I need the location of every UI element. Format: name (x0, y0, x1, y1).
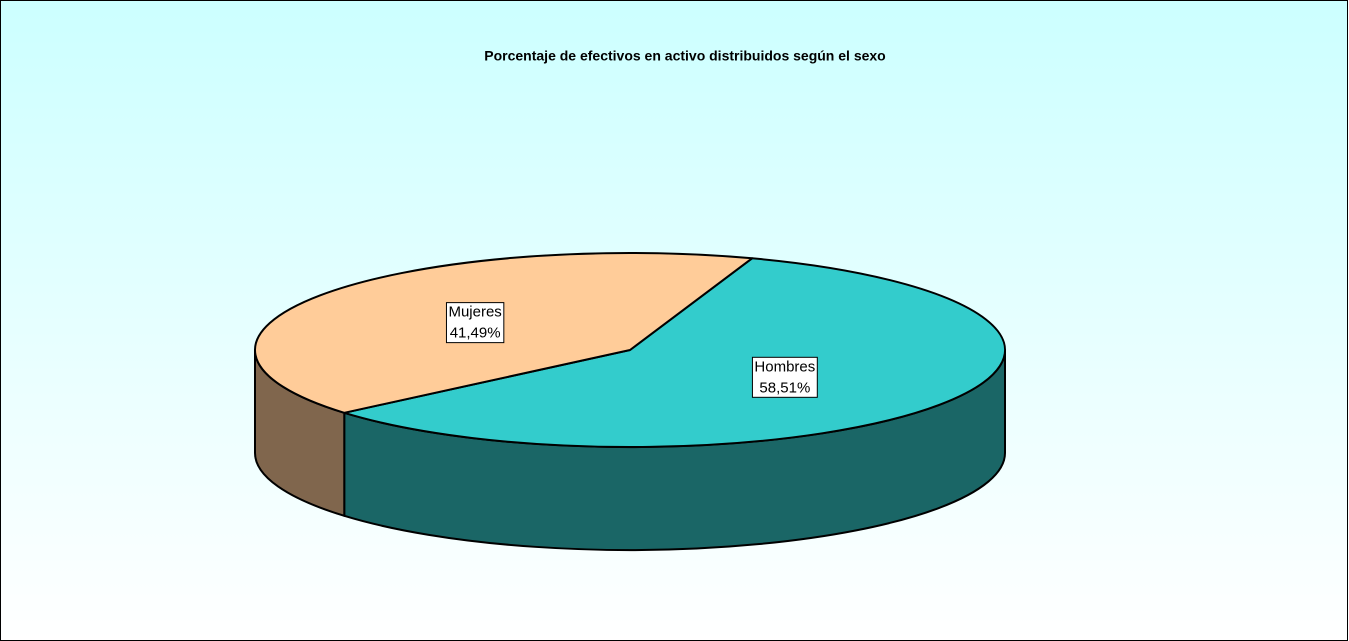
data-label-category: Hombres (754, 358, 815, 375)
slice (343, 257, 1006, 448)
data-label: Mujeres 41,49% (445, 302, 505, 344)
data-label-category: Mujeres (448, 304, 501, 321)
data-label: Hombres 58,51% (751, 356, 818, 398)
data-label-box (445, 302, 505, 344)
chart-title: Porcentaje de efectivos en activo distri… (484, 48, 885, 64)
data-label-box (751, 356, 818, 398)
data-label-value: 41,49% (450, 325, 501, 342)
data-label-value: 58,51% (759, 379, 810, 396)
